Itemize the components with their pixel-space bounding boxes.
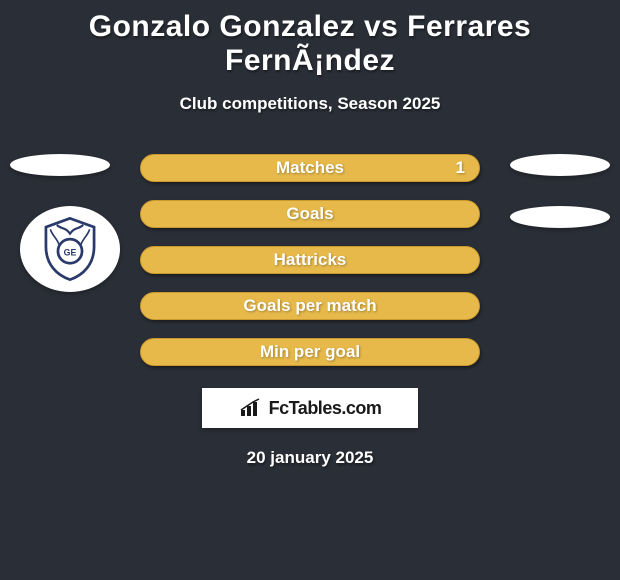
stat-label: Goals bbox=[141, 204, 479, 224]
stat-label: Goals per match bbox=[141, 296, 479, 316]
footer-date: 20 january 2025 bbox=[0, 448, 620, 468]
stat-bar-goals: Goals bbox=[140, 200, 480, 228]
stat-bar-goals-per-match: Goals per match bbox=[140, 292, 480, 320]
svg-text:GE: GE bbox=[64, 248, 77, 258]
page-title: Gonzalo Gonzalez vs Ferrares FernÃ¡ndez bbox=[0, 0, 620, 78]
player-right-oval-mid bbox=[510, 206, 610, 228]
brand-text: FcTables.com bbox=[269, 398, 382, 419]
stat-bar-matches: Matches 1 bbox=[140, 154, 480, 182]
bar-chart-icon bbox=[239, 398, 265, 418]
content-area: GE Matches 1 Goals Hattricks Goals per m… bbox=[0, 154, 620, 468]
player-left-oval bbox=[10, 154, 110, 176]
player-right-oval-top bbox=[510, 154, 610, 176]
brand-footer[interactable]: FcTables.com bbox=[202, 388, 418, 428]
stat-label: Matches bbox=[141, 158, 479, 178]
stat-bar-min-per-goal: Min per goal bbox=[140, 338, 480, 366]
stat-value-right: 1 bbox=[456, 158, 465, 178]
club-logo-left: GE bbox=[20, 206, 120, 292]
stat-bar-hattricks: Hattricks bbox=[140, 246, 480, 274]
stat-label: Hattricks bbox=[141, 250, 479, 270]
page-subtitle: Club competitions, Season 2025 bbox=[0, 94, 620, 114]
stat-label: Min per goal bbox=[141, 342, 479, 362]
stats-bars: Matches 1 Goals Hattricks Goals per matc… bbox=[140, 154, 480, 366]
crest-icon: GE bbox=[35, 214, 105, 284]
